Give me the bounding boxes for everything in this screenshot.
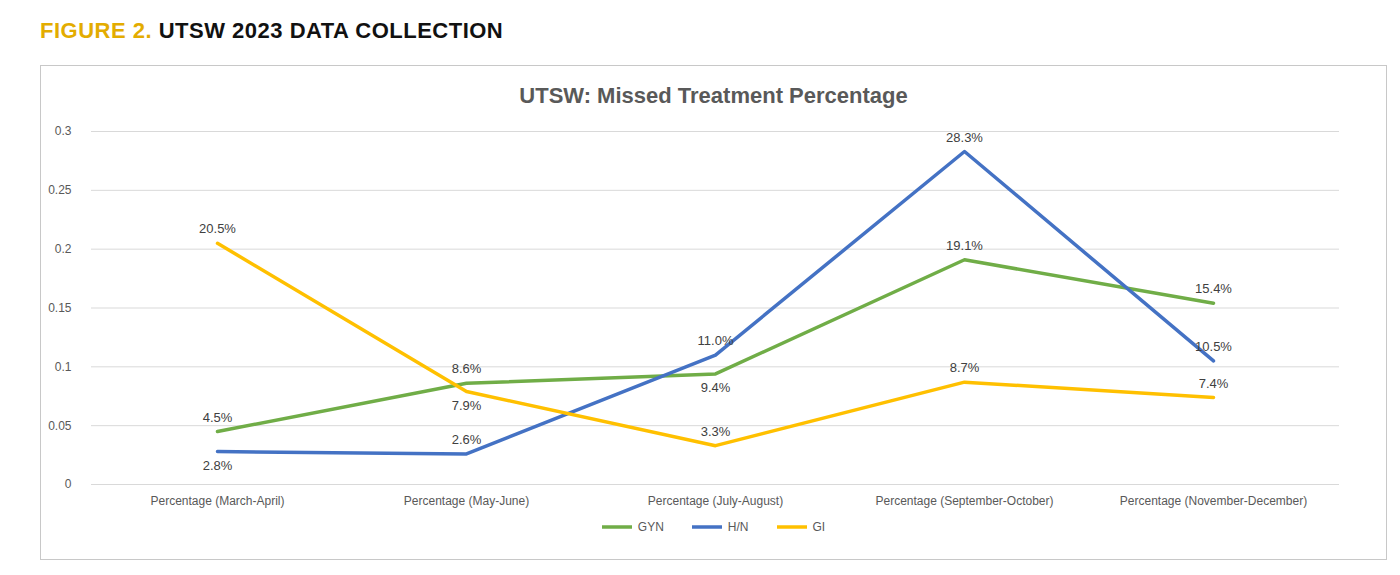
svg-text:10.5%: 10.5%: [1195, 339, 1232, 354]
html-text:GI: GI: [812, 520, 826, 534]
svg-text:0.05: 0.05: [48, 419, 72, 433]
svg-text:0.2: 0.2: [55, 242, 72, 256]
html-text:GYN: GYN: [637, 520, 664, 534]
svg-text:Percentage (March-April): Percentage (March-April): [150, 494, 284, 508]
svg-text:20.5%: 20.5%: [199, 221, 236, 236]
svg-text:11.0%: 11.0%: [698, 333, 734, 348]
svg-text:15.4%: 15.4%: [1195, 281, 1232, 296]
svg-text:0.3: 0.3: [55, 124, 72, 138]
html-text:UTSW: Missed Treatment Percent: UTSW: Missed Treatment Percentage: [519, 83, 908, 108]
svg-text:0.25: 0.25: [48, 183, 72, 197]
svg-text:0.15: 0.15: [48, 301, 72, 315]
html-text:FIGURE 2. UTSW 2023 DATA COLLE: FIGURE 2. UTSW 2023 DATA COLLECTION: [40, 18, 504, 43]
svg-text:3.3%: 3.3%: [701, 424, 731, 439]
svg-text:8.7%: 8.7%: [950, 360, 980, 375]
svg-text:0: 0: [65, 477, 72, 491]
svg-text:28.3%: 28.3%: [946, 130, 983, 145]
svg-text:Percentage (July-August): Percentage (July-August): [648, 494, 783, 508]
svg-text:7.9%: 7.9%: [452, 398, 482, 413]
svg-text:Percentage (November-December): Percentage (November-December): [1120, 494, 1307, 508]
svg-text:4.5%: 4.5%: [203, 410, 233, 425]
svg-text:Percentage (September-October): Percentage (September-October): [875, 494, 1053, 508]
svg-text:2.6%: 2.6%: [452, 432, 482, 447]
svg-text:0.1: 0.1: [55, 360, 72, 374]
svg-text:9.4%: 9.4%: [701, 380, 731, 395]
html-text:H/N: H/N: [727, 520, 749, 534]
svg-text:19.1%: 19.1%: [946, 238, 983, 253]
svg-text:7.4%: 7.4%: [1199, 376, 1229, 391]
svg-text:2.8%: 2.8%: [203, 458, 233, 473]
svg-text:8.6%: 8.6%: [452, 361, 482, 376]
svg-text:Percentage (May-June): Percentage (May-June): [404, 494, 529, 508]
